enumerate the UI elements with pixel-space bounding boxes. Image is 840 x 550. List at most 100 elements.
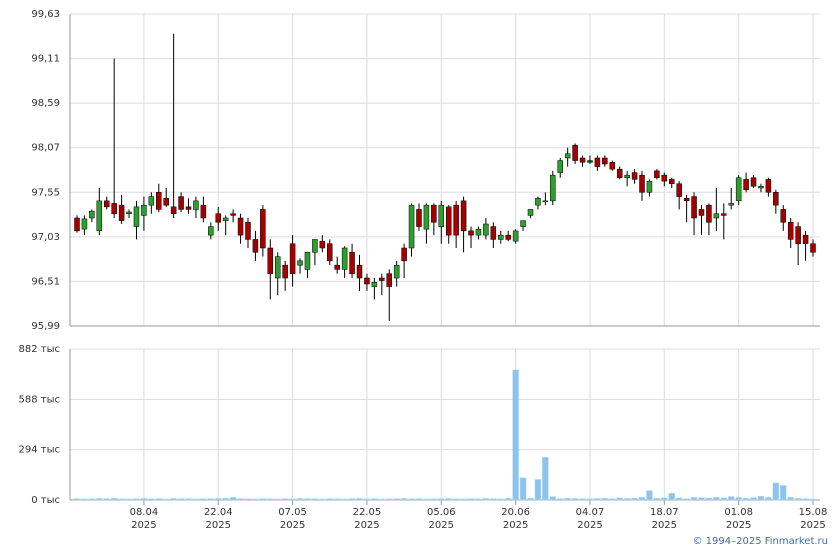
candle-body xyxy=(163,198,169,206)
volume-bar xyxy=(653,498,661,501)
candle-body xyxy=(312,239,318,253)
candle-body xyxy=(401,247,407,262)
volume-bar xyxy=(609,498,616,501)
volume-bar xyxy=(259,498,267,501)
volume-bar xyxy=(326,498,334,501)
candle-body xyxy=(200,204,207,219)
candle-body xyxy=(208,226,214,236)
volume-bar xyxy=(556,498,564,501)
candle-body xyxy=(237,217,244,236)
volume-bar xyxy=(200,498,207,501)
candle-body xyxy=(282,264,288,279)
volume-bar xyxy=(408,498,415,501)
candle-body xyxy=(178,196,184,210)
volume-bar xyxy=(125,498,133,501)
x-tick-label: 18.07 2025 xyxy=(649,507,679,531)
candle-body xyxy=(81,218,88,230)
volume-bar xyxy=(192,498,200,501)
candle-body xyxy=(118,204,125,221)
candle-body xyxy=(468,230,474,236)
volume-bar xyxy=(638,497,646,501)
candle-body xyxy=(126,211,132,214)
candle-body xyxy=(423,204,430,230)
volume-bar xyxy=(504,498,512,501)
candle-body xyxy=(193,200,199,210)
volume-bar xyxy=(430,498,438,501)
candle-body xyxy=(490,226,497,240)
volume-bar xyxy=(311,498,319,501)
candle-body xyxy=(148,196,155,206)
candle-body xyxy=(393,264,400,279)
volume-bar xyxy=(341,498,348,501)
volume-bar xyxy=(497,498,505,501)
candle-body xyxy=(706,204,712,223)
copyright[interactable]: © 1994–2025 Finmarket.ru xyxy=(692,536,828,547)
candle-body xyxy=(609,162,616,170)
candle-body xyxy=(364,277,370,285)
volume-bar xyxy=(631,498,638,501)
volume-bar xyxy=(542,456,549,501)
candle-body xyxy=(89,210,95,219)
candle-body xyxy=(542,200,549,203)
volume-bar xyxy=(601,498,609,501)
volume-bar xyxy=(564,498,571,501)
volume-bar xyxy=(378,498,386,501)
volume-bar xyxy=(661,497,668,501)
candle-body xyxy=(245,222,251,240)
candle-body xyxy=(319,240,326,249)
x-tick-label: 04.07 2025 xyxy=(575,507,605,531)
candle-body xyxy=(713,213,720,219)
candle-body xyxy=(408,204,415,249)
volume-bar xyxy=(675,497,683,501)
candle-body xyxy=(103,200,110,208)
y-tick-label: 95,99 xyxy=(31,321,60,332)
candle-body xyxy=(96,200,103,232)
x-tick-label: 01.08 2025 xyxy=(724,507,753,531)
candle-body xyxy=(639,174,645,193)
candle-body xyxy=(371,282,378,287)
candle-body xyxy=(297,260,303,266)
volume-bar xyxy=(794,498,802,501)
volume-bar xyxy=(512,369,519,501)
volume-bar xyxy=(579,498,586,501)
candle-body xyxy=(810,243,816,253)
volume-bar xyxy=(549,496,557,501)
volume-bar xyxy=(88,498,96,501)
y-tick-label: 99,63 xyxy=(31,9,60,20)
candle-body xyxy=(743,179,749,190)
candle-body xyxy=(460,200,467,232)
candle-body xyxy=(304,252,311,270)
volume-bar xyxy=(267,498,274,501)
y2-tick-label: 0 тыс xyxy=(31,495,60,506)
candle-body xyxy=(735,177,742,202)
volume-bar xyxy=(534,479,542,501)
volume-bar xyxy=(140,498,148,501)
candle-body xyxy=(445,206,452,236)
volume-bar xyxy=(81,498,88,501)
candle-body xyxy=(498,234,504,240)
candle-body xyxy=(141,204,147,216)
candle-body xyxy=(572,144,578,161)
volume-bar xyxy=(155,498,163,501)
candle-body xyxy=(602,157,608,165)
volume-bar xyxy=(757,495,765,501)
volume-bar xyxy=(237,498,244,501)
volume-bar xyxy=(296,498,304,501)
volume-bar xyxy=(229,497,237,501)
volume-bar xyxy=(304,498,311,501)
candle-body xyxy=(795,226,801,244)
volume-bar xyxy=(727,496,735,501)
candle-body xyxy=(327,243,333,262)
volume-bar xyxy=(482,498,490,501)
y2-tick-label: 588 тыс xyxy=(19,394,60,405)
y2-tick-label: 882 тыс xyxy=(19,344,60,355)
volume-bar xyxy=(177,498,185,501)
volume-bar xyxy=(356,498,363,501)
candle-body xyxy=(222,217,229,221)
candle-body xyxy=(74,217,80,232)
candle-body xyxy=(431,204,437,223)
y-tick-label: 98,07 xyxy=(31,143,60,154)
candle-body xyxy=(260,209,266,249)
volume-bar xyxy=(148,498,155,501)
